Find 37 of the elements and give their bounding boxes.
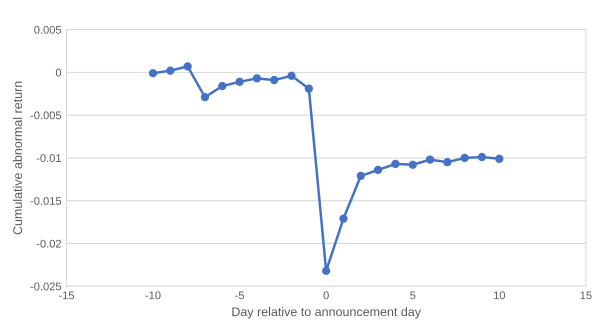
x-tick-label: -5 [235,292,244,300]
point [252,74,262,83]
point [200,93,210,102]
point [339,214,348,223]
x-tick-label: 10 [494,291,506,300]
point [478,152,486,162]
point [408,160,417,169]
point [460,154,469,162]
point [443,158,452,166]
y-tick-label: -0.01 [36,154,62,162]
y-axis-title: Cumulative abnormal return [12,82,22,234]
x-tick-label: -15 [58,292,74,300]
y-tick-label: -0.025 [30,282,62,290]
point [322,266,330,275]
point [391,160,400,168]
point [426,155,434,164]
point [166,66,174,75]
point [183,62,192,71]
point [148,69,158,78]
x-tick-label: 15 [580,292,592,300]
x-axis-title: Day relative to announcement day [232,307,421,319]
point [218,82,226,90]
point [356,172,365,180]
point [495,154,504,163]
point [235,78,244,86]
point [374,166,382,174]
y-tick-label: -0.015 [30,196,62,205]
point [287,72,296,80]
y-tick-label: -0.005 [30,111,62,120]
y-tick-label: 0.005 [34,26,62,34]
y-tick-label: 0 [56,68,62,77]
x-tick-label: 0 [324,291,329,300]
point [304,84,314,93]
point [270,76,278,84]
x-tick-label: 5 [410,292,416,300]
x-tick-label: -10 [145,291,161,300]
y-tick-label: -0.02 [36,240,62,248]
